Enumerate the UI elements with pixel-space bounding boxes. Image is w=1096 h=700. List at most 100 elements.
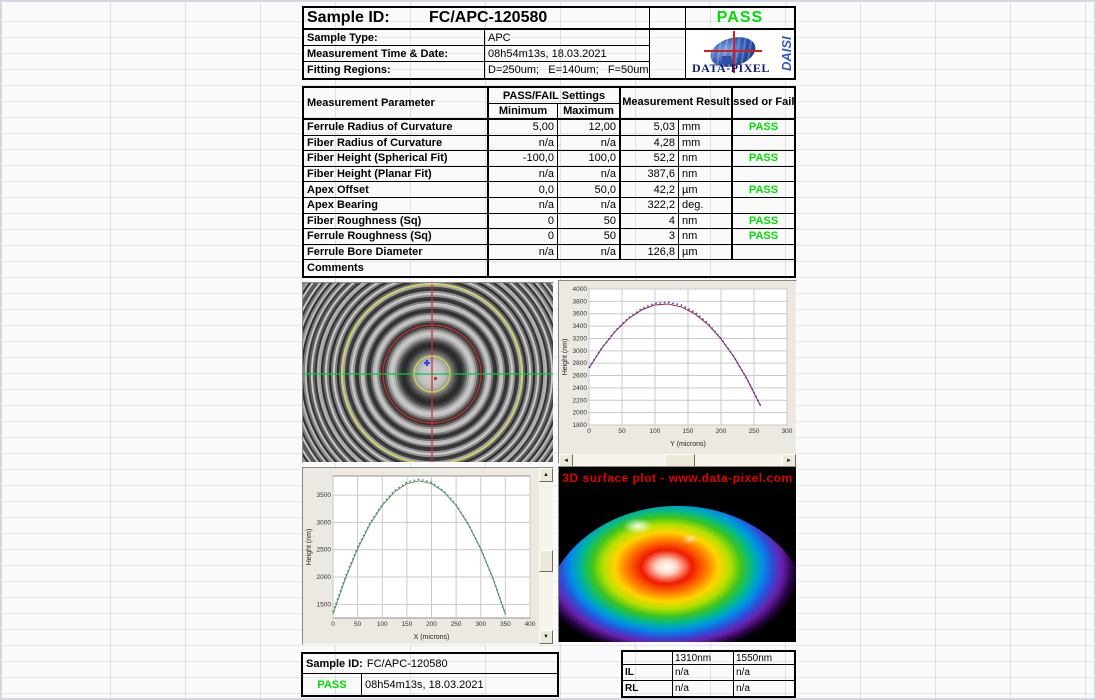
result-value: 126,8	[621, 244, 679, 261]
svg-text:50: 50	[354, 621, 362, 628]
minimum-value: 0	[489, 213, 558, 230]
svg-text:200: 200	[716, 428, 727, 435]
pass-fail-status	[733, 245, 794, 261]
comments-label: Comments	[304, 260, 489, 276]
svg-text:3200: 3200	[573, 335, 588, 342]
result-value: 42,2	[621, 182, 679, 198]
footer-time-value: 08h54m13s, 18.03.2021	[365, 678, 484, 691]
result-value: 4,28	[621, 135, 679, 152]
rl-1310-value: n/a	[673, 681, 734, 696]
footer-sample-id-label: Sample ID:	[306, 657, 363, 670]
pass-fail-status: PASS	[733, 214, 794, 230]
measurement-time-label: Measurement Time & Date:	[304, 46, 485, 62]
maximum-value: n/a	[558, 197, 621, 214]
svg-text:400: 400	[525, 621, 536, 628]
x-profile-chart: 1500 2000 2500 3000 3500 0 50 100 150 200 250 300 35…	[306, 475, 536, 641]
svg-text:1500: 1500	[317, 601, 332, 608]
scroll-up-icon[interactable]: ▲	[539, 468, 553, 482]
il-row-label: IL	[623, 665, 673, 681]
minimum-value: -100,0	[489, 151, 558, 167]
scroll-left-icon[interactable]: ◄	[559, 454, 573, 468]
scroll-down-icon[interactable]: ▼	[539, 630, 553, 644]
footer-sample-id-cell: Sample ID: FC/APC-120580	[303, 654, 557, 674]
result-value: 4	[621, 213, 679, 230]
svg-text:100: 100	[377, 621, 388, 628]
minimum-value: n/a	[489, 244, 558, 261]
overall-pass-badge: PASS	[686, 8, 794, 30]
svg-text:1800: 1800	[573, 422, 588, 429]
result-unit: nm	[679, 151, 733, 167]
minimum-value: n/a	[489, 197, 558, 214]
svg-text:0: 0	[331, 621, 335, 628]
surface-highlight	[682, 533, 699, 544]
result-unit: nm	[679, 166, 733, 183]
svg-text:Y (microns): Y (microns)	[670, 441, 706, 448]
col-header-minimum: Minimum	[489, 104, 558, 120]
parameter-name: Fiber Height (Spherical Fit)	[304, 151, 489, 167]
svg-text:350: 350	[500, 621, 511, 628]
y-profile-chart: 1800200022002400260028003000320034003600…	[562, 286, 793, 448]
maximum-value: n/a	[558, 244, 621, 261]
svg-text:3000: 3000	[317, 519, 332, 526]
svg-text:2000: 2000	[317, 574, 332, 581]
scrollbar-thumb[interactable]	[539, 550, 553, 573]
logo-square	[722, 56, 731, 64]
svg-text:300: 300	[475, 621, 486, 628]
svg-text:3400: 3400	[573, 323, 588, 330]
parameter-name: Fiber Height (Planar Fit)	[304, 166, 489, 183]
il-1550-value: n/a	[734, 665, 794, 681]
footer-pass-badge: PASS	[303, 674, 362, 695]
svg-text:150: 150	[683, 428, 694, 435]
loss-header-1310: 1310nm	[673, 652, 734, 665]
parameter-name: Apex Bearing	[304, 197, 489, 214]
pass-fail-status	[733, 167, 794, 183]
loss-header-empty	[623, 652, 673, 665]
interferogram-image	[260, 202, 604, 546]
pass-fail-status: PASS	[733, 182, 794, 198]
svg-text:200: 200	[426, 621, 437, 628]
surface-plot-image: 3D surface plot - www.data-pixel.com	[559, 467, 796, 642]
product-name: DAISI	[779, 36, 794, 72]
col-header-settings: PASS/FAIL Settings	[489, 88, 621, 104]
svg-text:3500: 3500	[317, 492, 332, 499]
svg-text:150: 150	[401, 621, 412, 628]
scroll-right-icon[interactable]: ►	[782, 454, 796, 468]
result-unit: µm	[679, 244, 733, 261]
svg-text:300: 300	[782, 428, 793, 435]
sample-type-value: APC	[485, 30, 650, 46]
result-value: 322,2	[621, 197, 679, 214]
header-spacer-cell	[650, 8, 686, 30]
surface-dome	[559, 505, 796, 642]
svg-text:100: 100	[650, 428, 661, 435]
comments-value	[489, 260, 794, 276]
vertical-scrollbar[interactable]: ▲ ▼	[539, 468, 553, 644]
header-spacer-column	[650, 30, 686, 78]
x-profile-panel: 1500 2000 2500 3000 3500 0 50 100 150 200 250 300 35…	[302, 467, 554, 645]
crosshair-icon	[704, 50, 762, 52]
parameter-name: Apex Offset	[304, 182, 489, 198]
measurement-table: Measurement Parameter PASS/FAIL Settings…	[302, 86, 796, 278]
col-header-result: Measurement Result	[621, 88, 733, 120]
pass-fail-status: PASS	[733, 229, 794, 245]
data-pixel-logo: DATA-PIXEL DAISI	[686, 30, 794, 78]
svg-text:2600: 2600	[573, 373, 588, 380]
svg-text:2500: 2500	[317, 547, 332, 554]
sample-type-label: Sample Type:	[304, 30, 485, 46]
rl-1550-value: n/a	[736, 683, 750, 694]
horizontal-scrollbar[interactable]: ◄ ►	[559, 454, 796, 468]
brand-name: DATA-PIXEL	[692, 61, 770, 75]
fitting-regions-value: D=250um; E=140um; F=50um;	[485, 62, 650, 78]
crosshair-icon	[733, 31, 735, 73]
maximum-value: n/a	[558, 166, 621, 183]
svg-text:50: 50	[618, 428, 626, 435]
parameter-name: Ferrule Bore Diameter	[304, 244, 489, 261]
sample-id-cell: Sample ID: FC/APC-120580	[304, 8, 650, 30]
result-unit: nm	[679, 229, 733, 245]
svg-text:4000: 4000	[573, 286, 588, 293]
report-header: Sample ID: FC/APC-120580 PASS Sample Typ…	[302, 6, 796, 80]
pass-fail-status: PASS	[733, 120, 794, 136]
parameter-name: Ferrule Roughness (Sq)	[304, 229, 489, 245]
scrollbar-track[interactable]	[573, 454, 782, 468]
scrollbar-track[interactable]	[539, 482, 553, 630]
